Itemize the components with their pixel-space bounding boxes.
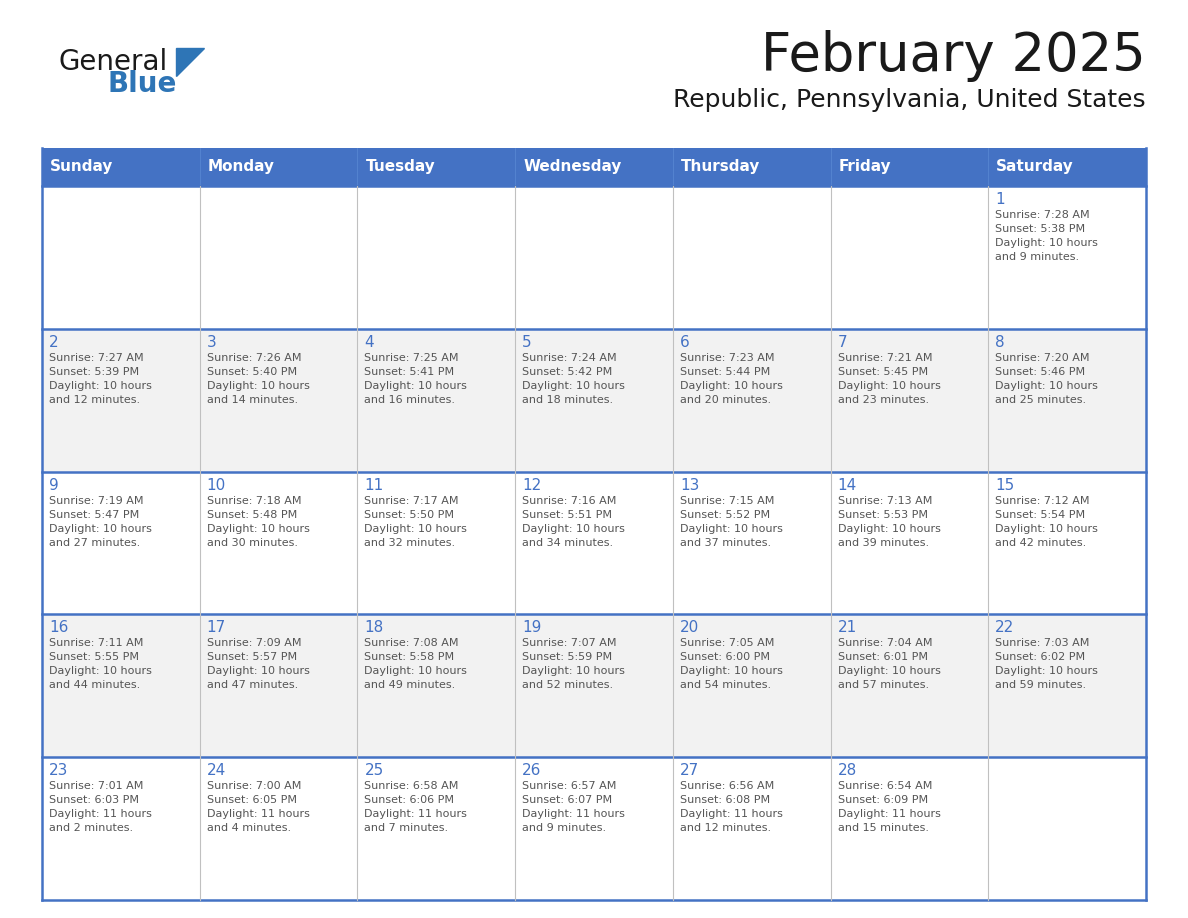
Text: 14: 14 — [838, 477, 857, 493]
Text: 26: 26 — [523, 763, 542, 778]
Text: February 2025: February 2025 — [762, 30, 1146, 82]
Text: Sunrise: 7:23 AM
Sunset: 5:44 PM
Daylight: 10 hours
and 20 minutes.: Sunrise: 7:23 AM Sunset: 5:44 PM Dayligh… — [680, 353, 783, 405]
Text: 12: 12 — [523, 477, 542, 493]
Text: Sunrise: 7:12 AM
Sunset: 5:54 PM
Daylight: 10 hours
and 42 minutes.: Sunrise: 7:12 AM Sunset: 5:54 PM Dayligh… — [996, 496, 1098, 548]
Text: 6: 6 — [680, 335, 689, 350]
Bar — [42, 329, 1146, 472]
Text: Sunrise: 7:11 AM
Sunset: 5:55 PM
Daylight: 10 hours
and 44 minutes.: Sunrise: 7:11 AM Sunset: 5:55 PM Dayligh… — [49, 638, 152, 690]
Text: 5: 5 — [523, 335, 532, 350]
Text: 13: 13 — [680, 477, 700, 493]
Text: 27: 27 — [680, 763, 699, 778]
Bar — [42, 186, 1146, 329]
Text: Thursday: Thursday — [681, 160, 760, 174]
Text: Tuesday: Tuesday — [366, 160, 435, 174]
Text: Sunrise: 7:08 AM
Sunset: 5:58 PM
Daylight: 10 hours
and 49 minutes.: Sunrise: 7:08 AM Sunset: 5:58 PM Dayligh… — [365, 638, 467, 690]
Text: Sunrise: 7:01 AM
Sunset: 6:03 PM
Daylight: 11 hours
and 2 minutes.: Sunrise: 7:01 AM Sunset: 6:03 PM Dayligh… — [49, 781, 152, 834]
Text: Saturday: Saturday — [997, 160, 1074, 174]
Text: 23: 23 — [49, 763, 69, 778]
Text: 1: 1 — [996, 192, 1005, 207]
Bar — [672, 148, 830, 186]
Bar — [42, 614, 1146, 757]
Polygon shape — [176, 48, 204, 76]
Text: Friday: Friday — [839, 160, 891, 174]
Text: 17: 17 — [207, 621, 226, 635]
Text: Wednesday: Wednesday — [523, 160, 621, 174]
Text: 2: 2 — [49, 335, 58, 350]
Text: Sunrise: 7:09 AM
Sunset: 5:57 PM
Daylight: 10 hours
and 47 minutes.: Sunrise: 7:09 AM Sunset: 5:57 PM Dayligh… — [207, 638, 310, 690]
Bar — [516, 148, 672, 186]
Bar — [42, 472, 1146, 614]
Text: 19: 19 — [523, 621, 542, 635]
Text: Sunrise: 7:24 AM
Sunset: 5:42 PM
Daylight: 10 hours
and 18 minutes.: Sunrise: 7:24 AM Sunset: 5:42 PM Dayligh… — [523, 353, 625, 405]
Text: 8: 8 — [996, 335, 1005, 350]
Text: Sunrise: 7:13 AM
Sunset: 5:53 PM
Daylight: 10 hours
and 39 minutes.: Sunrise: 7:13 AM Sunset: 5:53 PM Dayligh… — [838, 496, 941, 548]
Text: 15: 15 — [996, 477, 1015, 493]
Text: 10: 10 — [207, 477, 226, 493]
Text: Sunrise: 7:26 AM
Sunset: 5:40 PM
Daylight: 10 hours
and 14 minutes.: Sunrise: 7:26 AM Sunset: 5:40 PM Dayligh… — [207, 353, 310, 405]
Text: Sunrise: 7:04 AM
Sunset: 6:01 PM
Daylight: 10 hours
and 57 minutes.: Sunrise: 7:04 AM Sunset: 6:01 PM Dayligh… — [838, 638, 941, 690]
Text: Sunrise: 7:03 AM
Sunset: 6:02 PM
Daylight: 10 hours
and 59 minutes.: Sunrise: 7:03 AM Sunset: 6:02 PM Dayligh… — [996, 638, 1098, 690]
Text: 28: 28 — [838, 763, 857, 778]
Text: Sunrise: 7:20 AM
Sunset: 5:46 PM
Daylight: 10 hours
and 25 minutes.: Sunrise: 7:20 AM Sunset: 5:46 PM Dayligh… — [996, 353, 1098, 405]
Text: 21: 21 — [838, 621, 857, 635]
Text: Sunrise: 7:28 AM
Sunset: 5:38 PM
Daylight: 10 hours
and 9 minutes.: Sunrise: 7:28 AM Sunset: 5:38 PM Dayligh… — [996, 210, 1098, 262]
Text: Sunrise: 7:16 AM
Sunset: 5:51 PM
Daylight: 10 hours
and 34 minutes.: Sunrise: 7:16 AM Sunset: 5:51 PM Dayligh… — [523, 496, 625, 548]
Text: Sunrise: 7:00 AM
Sunset: 6:05 PM
Daylight: 11 hours
and 4 minutes.: Sunrise: 7:00 AM Sunset: 6:05 PM Dayligh… — [207, 781, 310, 834]
Text: Sunrise: 7:07 AM
Sunset: 5:59 PM
Daylight: 10 hours
and 52 minutes.: Sunrise: 7:07 AM Sunset: 5:59 PM Dayligh… — [523, 638, 625, 690]
Text: Sunrise: 7:25 AM
Sunset: 5:41 PM
Daylight: 10 hours
and 16 minutes.: Sunrise: 7:25 AM Sunset: 5:41 PM Dayligh… — [365, 353, 467, 405]
Bar — [830, 148, 988, 186]
Text: Sunrise: 7:21 AM
Sunset: 5:45 PM
Daylight: 10 hours
and 23 minutes.: Sunrise: 7:21 AM Sunset: 5:45 PM Dayligh… — [838, 353, 941, 405]
Text: Sunrise: 6:57 AM
Sunset: 6:07 PM
Daylight: 11 hours
and 9 minutes.: Sunrise: 6:57 AM Sunset: 6:07 PM Dayligh… — [523, 781, 625, 834]
Text: Monday: Monday — [208, 160, 274, 174]
Text: 20: 20 — [680, 621, 699, 635]
Text: Sunrise: 7:05 AM
Sunset: 6:00 PM
Daylight: 10 hours
and 54 minutes.: Sunrise: 7:05 AM Sunset: 6:00 PM Dayligh… — [680, 638, 783, 690]
Text: 7: 7 — [838, 335, 847, 350]
Text: Sunrise: 6:58 AM
Sunset: 6:06 PM
Daylight: 11 hours
and 7 minutes.: Sunrise: 6:58 AM Sunset: 6:06 PM Dayligh… — [365, 781, 467, 834]
Text: 4: 4 — [365, 335, 374, 350]
Bar — [200, 148, 358, 186]
Text: Sunrise: 7:17 AM
Sunset: 5:50 PM
Daylight: 10 hours
and 32 minutes.: Sunrise: 7:17 AM Sunset: 5:50 PM Dayligh… — [365, 496, 467, 548]
Text: 3: 3 — [207, 335, 216, 350]
Bar — [42, 757, 1146, 900]
Text: 18: 18 — [365, 621, 384, 635]
Text: 24: 24 — [207, 763, 226, 778]
Text: 9: 9 — [49, 477, 58, 493]
Bar — [988, 148, 1146, 186]
Text: Sunrise: 7:19 AM
Sunset: 5:47 PM
Daylight: 10 hours
and 27 minutes.: Sunrise: 7:19 AM Sunset: 5:47 PM Dayligh… — [49, 496, 152, 548]
Text: General: General — [58, 48, 168, 76]
Text: Republic, Pennsylvania, United States: Republic, Pennsylvania, United States — [674, 88, 1146, 112]
Text: Sunrise: 6:56 AM
Sunset: 6:08 PM
Daylight: 11 hours
and 12 minutes.: Sunrise: 6:56 AM Sunset: 6:08 PM Dayligh… — [680, 781, 783, 834]
Bar — [358, 148, 516, 186]
Text: 11: 11 — [365, 477, 384, 493]
Text: Sunrise: 7:15 AM
Sunset: 5:52 PM
Daylight: 10 hours
and 37 minutes.: Sunrise: 7:15 AM Sunset: 5:52 PM Dayligh… — [680, 496, 783, 548]
Text: Sunrise: 7:18 AM
Sunset: 5:48 PM
Daylight: 10 hours
and 30 minutes.: Sunrise: 7:18 AM Sunset: 5:48 PM Dayligh… — [207, 496, 310, 548]
Bar — [42, 148, 200, 186]
Text: 22: 22 — [996, 621, 1015, 635]
Text: Sunrise: 6:54 AM
Sunset: 6:09 PM
Daylight: 11 hours
and 15 minutes.: Sunrise: 6:54 AM Sunset: 6:09 PM Dayligh… — [838, 781, 941, 834]
Text: 25: 25 — [365, 763, 384, 778]
Text: Sunday: Sunday — [50, 160, 113, 174]
Text: 16: 16 — [49, 621, 69, 635]
Text: Sunrise: 7:27 AM
Sunset: 5:39 PM
Daylight: 10 hours
and 12 minutes.: Sunrise: 7:27 AM Sunset: 5:39 PM Dayligh… — [49, 353, 152, 405]
Text: Blue: Blue — [108, 70, 177, 98]
